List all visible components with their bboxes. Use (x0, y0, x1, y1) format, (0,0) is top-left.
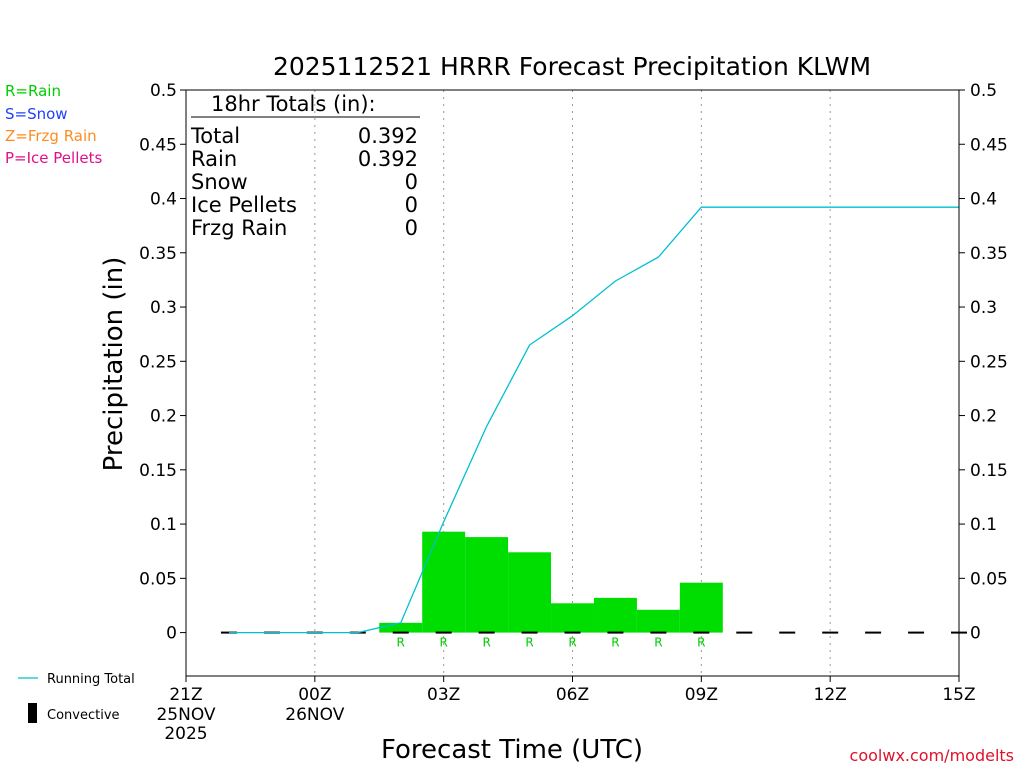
totals-row-label: Total (190, 124, 240, 148)
totals-row-value: 0.392 (358, 124, 418, 148)
y-tick-label-right: 0.2 (970, 407, 997, 427)
y-tick-label-left: 0.1 (150, 515, 177, 535)
series-legend: Running Total Convective (18, 672, 135, 723)
y-tick-label-right: 0.3 (970, 298, 997, 318)
ptype-marker: R (397, 636, 405, 650)
convective-bar (865, 631, 882, 634)
y-tick-label-right: 0.5 (970, 81, 997, 101)
precip-bar (508, 552, 552, 633)
totals-row-label: Ice Pellets (191, 193, 297, 217)
y-tick-label-left: 0.15 (139, 461, 177, 481)
totals-row-value: 0 (405, 170, 418, 194)
y-tick-label-right: 0.35 (970, 244, 1008, 264)
ptype-marker: R (482, 636, 490, 650)
precip-bar (465, 537, 509, 633)
y-tick-label-right: 0.4 (970, 190, 997, 210)
x-tick-label: 00Z (298, 685, 331, 705)
convective-bar (650, 631, 667, 634)
precip-bar (551, 603, 594, 633)
ptype-legend: R=Rain S=Snow Z=Frzg Rain P=Ice Pellets (5, 82, 102, 167)
gridlines (314, 90, 831, 676)
convective-bar (736, 631, 753, 634)
totals-row-value: 0.392 (358, 147, 418, 171)
running-total-line-group (228, 206, 959, 634)
ptype-marker: R (568, 636, 576, 650)
y-axis-label: Precipitation (in) (99, 257, 129, 472)
y-tick-label-left: 0.25 (139, 352, 177, 372)
ptype-marker: R (525, 636, 533, 650)
x-tick-label: 09Z (685, 685, 718, 705)
convective-bar (908, 631, 925, 634)
totals-box: 18hr Totals (in): Total 0.392 Rain 0.392… (190, 92, 420, 240)
ptype-marker: R (611, 636, 619, 650)
convective-bar (521, 631, 538, 634)
precip-bar (593, 597, 637, 633)
totals-row-label: Frzg Rain (191, 216, 287, 240)
convective-bar (564, 631, 581, 634)
y-tick-label-left: 0 (166, 624, 177, 644)
y-tick-label-left: 0.05 (139, 569, 177, 589)
x-axis-label: Forecast Time (UTC) (381, 735, 643, 765)
convective-bar (779, 631, 796, 634)
convective-bar (478, 631, 495, 634)
precip-bars (379, 531, 723, 633)
convective-bar (607, 631, 624, 634)
y-tick-label-left: 0.3 (150, 298, 177, 318)
totals-row-value: 0 (405, 216, 418, 240)
y-axis-ticks: 0 00.05 0.050.1 0.10.15 0.150.2 0.20.25 0.250.… (139, 81, 1008, 644)
convective-legend-label: Convective (47, 708, 120, 723)
ptype-marker: R (654, 636, 662, 650)
y-tick-label-left: 0.35 (139, 244, 177, 264)
convective-legend-swatch (28, 703, 37, 723)
y-tick-label-left: 0.2 (150, 407, 177, 427)
ptype-legend-rain: R=Rain (5, 82, 61, 100)
totals-row-value: 0 (405, 193, 418, 217)
running-total-legend-label: Running Total (47, 672, 135, 687)
y-tick-label-left: 0.45 (139, 135, 177, 155)
chart-title: 2025112521 HRRR Forecast Precipitation K… (273, 52, 871, 81)
ptype-marker: R (697, 636, 705, 650)
precip-bar (679, 582, 723, 633)
precip-bar (422, 531, 466, 633)
y-tick-label-left: 0.4 (150, 190, 177, 210)
y-tick-label-right: 0.15 (970, 461, 1008, 481)
x-tick-label: 15Z (942, 685, 975, 705)
x-tick-label: 21Z (169, 685, 202, 705)
x-tick-label: 06Z (556, 685, 589, 705)
y-tick-label-right: 0 (970, 624, 981, 644)
convective-bar (693, 631, 710, 634)
running-total-line (228, 206, 959, 634)
convective-bar (822, 631, 839, 634)
y-tick-label-right: 0.45 (970, 135, 1008, 155)
x-tick-year-label: 2025 (164, 724, 207, 744)
ptype-marker: R (439, 636, 447, 650)
ptype-legend-ice-pellets: P=Ice Pellets (5, 149, 102, 167)
ptype-legend-snow: S=Snow (5, 105, 68, 123)
y-tick-label-right: 0.05 (970, 569, 1008, 589)
totals-row-label: Snow (191, 170, 248, 194)
x-tick-date-label: 25NOV (156, 705, 215, 725)
ptype-legend-frzg-rain: Z=Frzg Rain (5, 127, 97, 145)
y-tick-label-left: 0.5 (150, 81, 177, 101)
totals-row-label: Rain (191, 147, 237, 171)
totals-header: 18hr Totals (in): (211, 92, 376, 116)
convective-bar (392, 631, 409, 634)
x-tick-label: 03Z (427, 685, 460, 705)
convective-bar (435, 631, 452, 634)
x-tick-label: 12Z (814, 685, 847, 705)
y-tick-label-right: 0.25 (970, 352, 1008, 372)
precip-bar (636, 609, 680, 633)
precip-bar (379, 622, 423, 633)
x-tick-date-label: 26NOV (285, 705, 344, 725)
y-tick-label-right: 0.1 (970, 515, 997, 535)
source-credit: coolwx.com/modelts (850, 746, 1014, 765)
